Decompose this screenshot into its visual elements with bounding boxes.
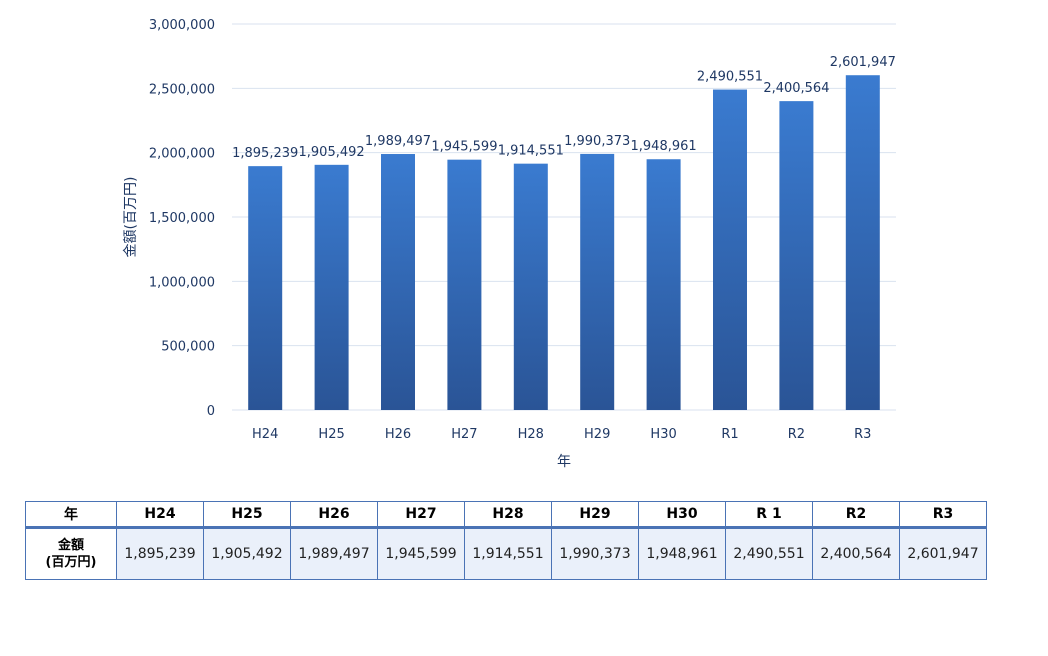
x-tick-label: H27: [451, 427, 477, 442]
table-cell: 2,400,564: [812, 527, 900, 580]
table-header-cell: H29: [551, 501, 639, 528]
bar-H25: [314, 164, 349, 410]
data-label: 1,948,961: [631, 139, 697, 154]
table-cell: 1,914,551: [464, 527, 552, 580]
bars: [248, 75, 880, 410]
table-header-cell: R 1: [725, 501, 813, 528]
table-header-cell: R3: [899, 501, 987, 528]
x-tick-label: H24: [252, 427, 278, 442]
y-tick-label: 2,000,000: [149, 147, 215, 162]
x-tick-label: H26: [385, 427, 411, 442]
y-tick-label: 2,500,000: [149, 82, 215, 97]
bar-H27: [447, 159, 482, 410]
table-header-year: 年: [25, 501, 117, 528]
x-tick-label: H30: [650, 427, 676, 442]
data-label: 1,945,599: [431, 140, 497, 155]
x-tick-label: H28: [518, 427, 544, 442]
y-tick-label: 1,500,000: [149, 211, 215, 226]
data-label: 2,490,551: [697, 70, 763, 85]
bar-chart: 0 500,000 1,000,000 1,500,000 2,000,000 2,500…: [123, 18, 896, 470]
x-tick-label: R1: [721, 427, 738, 442]
x-axis-ticks: H24 H25 H26 H27 H28 H29 H30 R1 R2 R3: [252, 427, 871, 442]
table-header-cell: H27: [377, 501, 465, 528]
table-cell: 1,989,497: [290, 527, 378, 580]
table-row: 金額 (百万円) 1,895,239 1,905,492 1,989,497 1…: [25, 527, 987, 580]
table-cell: 1,948,961: [638, 527, 726, 580]
data-label: 1,905,492: [299, 145, 365, 160]
data-table: 年 H24 H25 H26 H27 H28 H29 H30 R 1 R2 R3 …: [25, 501, 987, 580]
y-tick-label: 1,000,000: [149, 275, 215, 290]
table-cell: 1,905,492: [203, 527, 291, 580]
row-label-line1: 金額: [57, 538, 84, 553]
bar-H30: [646, 159, 681, 410]
table-cell: 2,601,947: [899, 527, 987, 580]
table-header-cell: H30: [638, 501, 726, 528]
bar-H29: [580, 153, 615, 410]
data-label: 1,895,239: [232, 146, 298, 161]
table-cell: 1,895,239: [116, 527, 204, 580]
bar-R2: [779, 101, 814, 410]
table-header-cell: H24: [116, 501, 204, 528]
x-tick-label: R3: [854, 427, 871, 442]
y-tick-label: 0: [207, 404, 215, 419]
table-cell: 1,945,599: [377, 527, 465, 580]
table-header-cell: H25: [203, 501, 291, 528]
y-tick-label: 3,000,000: [149, 18, 215, 33]
table-cell: 1,990,373: [551, 527, 639, 580]
data-label: 1,989,497: [365, 134, 431, 149]
data-label: 1,914,551: [498, 144, 564, 159]
y-tick-label: 500,000: [161, 340, 215, 355]
bar-H26: [381, 154, 415, 410]
table-row-label: 金額 (百万円): [25, 527, 117, 580]
bar-H28: [513, 163, 548, 410]
x-tick-label: H29: [584, 427, 610, 442]
row-label-line2: (百万円): [45, 555, 97, 570]
bar-H24: [248, 166, 283, 410]
data-label: 2,400,564: [763, 81, 829, 96]
data-label: 1,990,373: [564, 134, 630, 149]
table-header-cell: H26: [290, 501, 378, 528]
x-axis-title: 年: [557, 454, 571, 470]
table-header-row: 年 H24 H25 H26 H27 H28 H29 H30 R 1 R2 R3: [25, 501, 987, 528]
table-cell: 2,490,551: [725, 527, 813, 580]
data-label: 2,601,947: [830, 55, 896, 70]
x-tick-label: R2: [788, 427, 805, 442]
bar-R1: [713, 89, 747, 410]
table-header-cell: R2: [812, 501, 900, 528]
chart-svg: 0 500,000 1,000,000 1,500,000 2,000,000 2,500…: [123, 18, 896, 470]
y-axis-title: 金額(百万円): [123, 177, 139, 258]
x-tick-label: H25: [318, 427, 344, 442]
y-axis-ticks: 0 500,000 1,000,000 1,500,000 2,000,000 2,500…: [149, 18, 215, 419]
table-header-cell: H28: [464, 501, 552, 528]
bar-R3: [845, 75, 880, 410]
